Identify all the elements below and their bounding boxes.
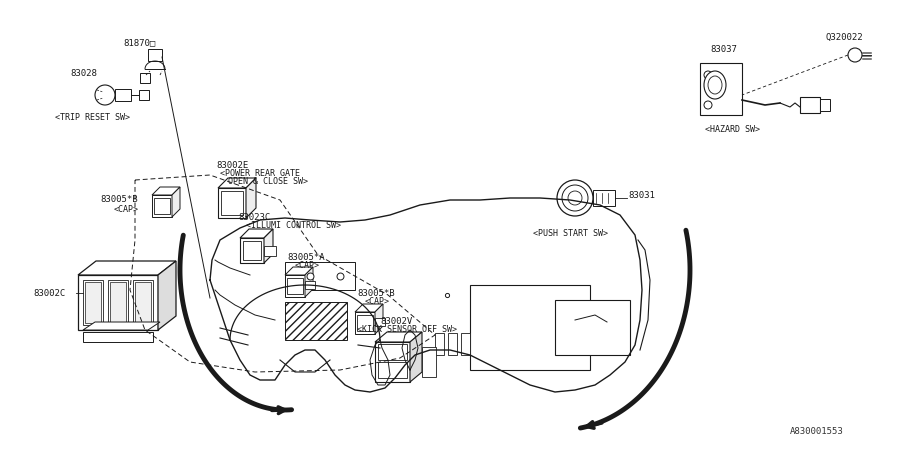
Bar [78, 275, 158, 330]
Polygon shape [152, 187, 180, 195]
Polygon shape [158, 261, 176, 330]
Bar [139, 90, 149, 100]
Bar [221, 191, 243, 215]
Bar [85, 282, 101, 323]
Polygon shape [246, 178, 256, 218]
Text: 83005*B: 83005*B [100, 195, 138, 204]
Bar [435, 333, 444, 355]
Bar [240, 238, 264, 263]
Text: 81870□: 81870□ [123, 39, 155, 48]
FancyBboxPatch shape [700, 63, 742, 115]
Polygon shape [355, 304, 383, 312]
Bar [285, 275, 305, 297]
Bar [470, 285, 590, 370]
Bar [378, 362, 407, 378]
Bar [355, 312, 375, 334]
Bar [83, 332, 153, 342]
Text: <HAZARD SW>: <HAZARD SW> [705, 126, 760, 135]
Bar [593, 190, 615, 206]
Bar [154, 198, 170, 214]
Bar [820, 99, 830, 111]
Bar [285, 262, 355, 290]
Bar [83, 280, 103, 325]
Bar [110, 282, 126, 323]
Polygon shape [305, 267, 313, 297]
Bar [135, 282, 151, 323]
Text: 83002V: 83002V [380, 318, 412, 327]
Bar [448, 333, 457, 355]
Text: <PUSH START SW>: <PUSH START SW> [533, 229, 608, 238]
Circle shape [704, 101, 712, 109]
Text: <CAP>: <CAP> [365, 297, 390, 306]
Polygon shape [264, 229, 273, 263]
Text: 83031: 83031 [628, 192, 655, 201]
Circle shape [568, 191, 582, 205]
Bar [305, 281, 315, 289]
Polygon shape [83, 322, 160, 330]
Bar [285, 302, 347, 340]
Polygon shape [218, 178, 256, 188]
Bar [422, 347, 436, 377]
Polygon shape [375, 332, 422, 342]
Bar [108, 280, 128, 325]
Ellipse shape [708, 76, 722, 94]
Circle shape [704, 71, 712, 79]
Text: <ILLUMI CONTROL SW>: <ILLUMI CONTROL SW> [246, 221, 341, 230]
Text: 83005*B: 83005*B [357, 289, 394, 298]
Text: 83002C: 83002C [33, 288, 65, 297]
Bar [264, 246, 276, 256]
Polygon shape [240, 229, 273, 238]
Polygon shape [172, 187, 180, 217]
Text: <CAP>: <CAP> [295, 261, 320, 270]
Bar [148, 49, 162, 61]
Text: 83002E: 83002E [216, 162, 248, 171]
Bar [357, 315, 373, 331]
Bar [287, 278, 303, 294]
Bar [555, 300, 630, 355]
Bar [133, 280, 153, 325]
Bar [375, 342, 410, 382]
Text: <KICK SENSOR OFF SW>: <KICK SENSOR OFF SW> [357, 325, 457, 334]
Text: <POWER REAR GATE: <POWER REAR GATE [220, 170, 300, 179]
Text: <TRIP RESET SW>: <TRIP RESET SW> [55, 112, 130, 122]
Text: 83037: 83037 [710, 45, 737, 54]
Circle shape [557, 180, 593, 216]
Polygon shape [410, 332, 422, 382]
Bar [152, 195, 172, 217]
Ellipse shape [704, 71, 726, 99]
Polygon shape [285, 267, 313, 275]
Circle shape [562, 185, 588, 211]
Bar [243, 241, 261, 260]
Text: OPEN & CLOSE SW>: OPEN & CLOSE SW> [228, 176, 308, 185]
Polygon shape [78, 261, 176, 275]
Circle shape [95, 85, 115, 105]
Bar [115, 89, 131, 101]
Bar [800, 97, 820, 113]
Text: A830001553: A830001553 [790, 428, 844, 436]
Text: 83023C: 83023C [238, 213, 270, 222]
Text: <CAP>: <CAP> [114, 204, 139, 213]
Polygon shape [375, 304, 383, 334]
Text: 83028: 83028 [70, 68, 97, 77]
Bar [461, 333, 470, 355]
Bar [218, 188, 246, 218]
Bar [140, 73, 150, 83]
Text: Q320022: Q320022 [825, 32, 862, 41]
Bar [375, 318, 385, 326]
Circle shape [848, 48, 862, 62]
Bar [378, 344, 407, 360]
Text: 83005*A: 83005*A [287, 252, 325, 261]
